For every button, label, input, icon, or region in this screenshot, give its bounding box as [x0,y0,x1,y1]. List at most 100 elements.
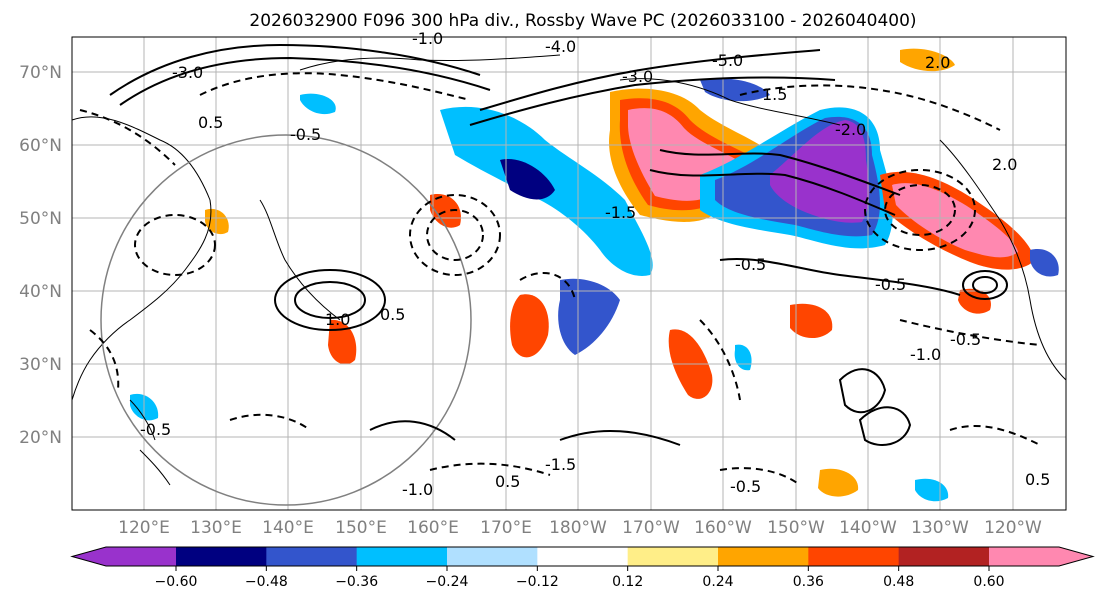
lon-label: 160°E [407,518,459,538]
contour-dashed-1 [199,72,471,101]
lon-label: 140°W [839,518,897,538]
map-background [72,37,1066,510]
contour-solid-7 [274,269,386,331]
contour-lines [109,43,1008,446]
colorbar-segment [447,547,538,566]
contour-dashed-9 [519,271,576,301]
contour-label: -1.0 [910,345,941,364]
colorbar-tick-label: −0.60 [155,574,198,590]
lon-label: 180°W [549,518,607,538]
contour-label: -3.0 [172,63,203,82]
longitude-axis: 120°E 130°E 140°E 150°E 160°E 170°E 180°… [118,518,1042,538]
contour-solid-4 [469,76,836,126]
colorbar: −0.60 −0.48 −0.36 −0.24 −0.12 0.12 0.24 0.36 0.4… [70,546,1095,590]
na-coastline [939,139,1067,381]
lon-label: 120°E [118,518,170,538]
contour-label: -0.5 [290,125,321,144]
colorbar-segment [627,547,719,566]
colorbar-segment [898,547,990,566]
contour-dashed-4 [426,209,484,261]
contour-solid-3 [479,49,821,111]
colorbar-tick-label: −0.36 [335,574,378,590]
contour-solid-14 [559,429,681,446]
contour-label: -0.5 [735,255,766,274]
contour-dashed-14 [719,467,801,486]
lon-label: 150°E [335,518,387,538]
map-title: 2026032900 F096 300 hPa div., Rossby Wav… [249,11,916,31]
lat-label: 40°N [19,282,62,302]
positive-spot-9 [900,48,955,72]
contour-label: -1.0 [412,29,443,48]
negative-spot-2 [700,78,770,102]
contour-solid-9 [962,270,1008,300]
colorbar-tick-label: −0.24 [426,574,469,590]
contour-label: -3.0 [622,67,653,86]
contour-dashed-12 [229,413,311,431]
contour-label: -5.0 [712,51,743,70]
positive-spot-5 [430,194,461,228]
positive-spot-8 [958,288,991,314]
contour-solid-13 [369,420,456,441]
coastlines [71,54,1067,486]
latitude-axis: 70°N 60°N 50°N 40°N 30°N 20°N [19,63,62,448]
lon-label: 140°E [262,518,314,538]
contour-solid-2 [119,56,491,106]
contour-label: -0.5 [140,420,171,439]
contour-label: 0.5 [495,472,520,491]
lon-label: 130°E [190,518,242,538]
lat-label: 20°N [19,428,62,448]
colorbar-tick-label: 0.36 [793,574,824,590]
contour-dashed-8 [884,184,956,236]
contour-solid-11 [838,368,887,414]
negative-spot-blue [558,278,620,355]
alaska-coastline [619,78,841,126]
colorbar-segment [266,547,358,566]
map-panel: -3.0 -4.0 -5.0 2.0 -0.5 0.5 -1.0 1.0 -1.… [71,29,1067,511]
contour-solid-1 [109,43,481,96]
positive-spot-3 [790,303,833,339]
colorbar-segment [72,547,176,566]
contour-dashed-16 [89,329,120,391]
contour-dashed-6 [739,84,1001,131]
colorbar-segment [356,547,448,566]
contour-label: 0.5 [380,305,405,324]
contour-label-group: -3.0 -4.0 -5.0 2.0 -0.5 0.5 -1.0 1.0 -1.… [140,29,1050,499]
japan-coastline [259,199,341,321]
negative-spot-1 [300,93,336,115]
asia-coastline [71,116,212,401]
contour-label: -4.0 [545,37,576,56]
siberia-coastline [299,54,561,71]
colorbar-tick-label: −0.12 [516,574,559,590]
colorbar-segment [989,547,1093,566]
positive-spot-1 [510,294,549,358]
contour-dashed-11 [899,319,1041,346]
contour-label: -0.5 [730,477,761,496]
colorbar-tick-label: 0.12 [612,574,643,590]
colorbar-segment [808,547,900,566]
colorbar-segment [718,547,809,566]
contour-solid-12 [858,406,912,446]
philippines-coastline [129,399,171,486]
positive-spot-4 [328,319,357,365]
contour-dashed-5 [134,214,216,276]
lon-label: 170°W [622,518,680,538]
reference-circle [100,134,472,506]
contour-dashed-7 [864,169,976,251]
negative-spot-3 [1030,249,1059,277]
contour-label: -1.5 [605,203,636,222]
positive-spot-7 [818,468,859,497]
colorbar-segment [176,547,267,566]
lon-label: 120°W [984,518,1042,538]
negative-spot-navy [500,159,555,200]
divergence-shading [130,48,1059,502]
contour-label: 1.0 [325,310,350,329]
contour-label: -1.5 [545,455,576,474]
lon-label: 130°W [911,518,969,538]
lat-label: 30°N [19,355,62,375]
colorbar-outline [70,546,1095,567]
lon-label: 170°E [480,518,532,538]
contour-solid-8 [294,281,366,319]
contour-label: 1.5 [762,85,787,104]
lon-label: 150°W [767,518,825,538]
contour-solid-10 [972,276,998,294]
